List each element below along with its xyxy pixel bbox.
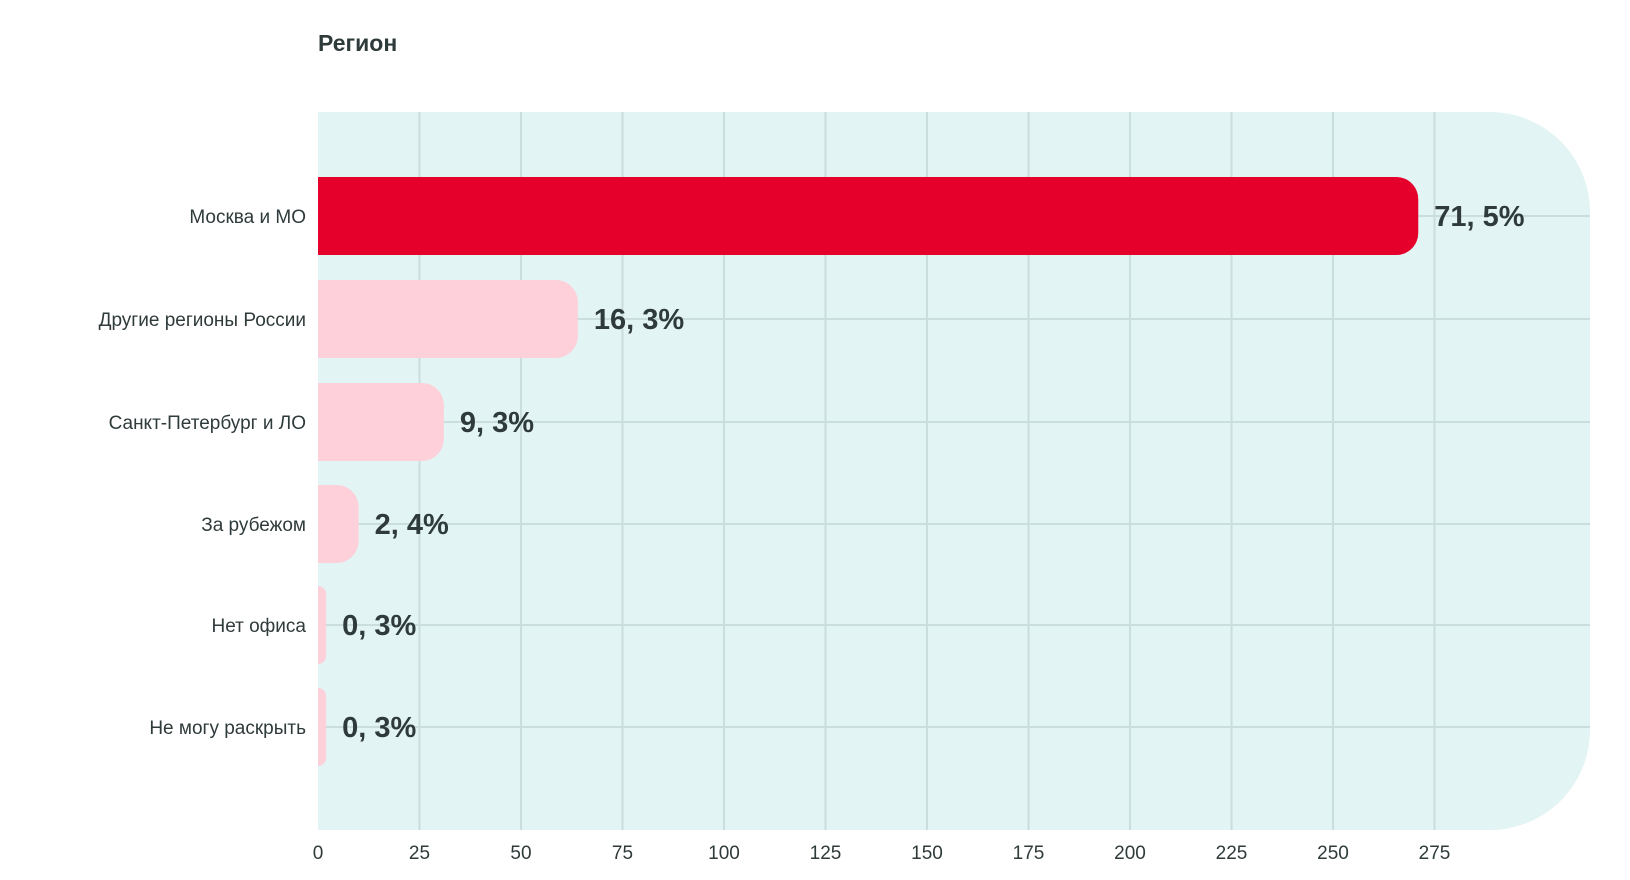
bars	[318, 177, 1419, 766]
value-label: 2, 4%	[375, 509, 449, 541]
category-label: Не могу раскрыть	[149, 718, 306, 739]
bar	[318, 280, 578, 358]
x-tick-label: 75	[612, 843, 633, 864]
bar	[318, 383, 444, 461]
value-label: 0, 3%	[342, 712, 416, 744]
category-labels: Москва и МО Другие регионы России Санкт-Пе…	[99, 207, 307, 739]
bar	[318, 177, 1419, 255]
value-labels: 71, 5% 16, 3% 9, 3% 2, 4% 0, 3% 0, 3%	[342, 201, 1525, 744]
x-tick-label: 150	[911, 843, 943, 864]
category-label: Москва и МО	[189, 207, 306, 228]
x-tick-label: 100	[708, 843, 740, 864]
x-tick-label: 0	[313, 843, 324, 864]
plot-background	[318, 112, 1590, 830]
category-label: За рубежом	[201, 515, 306, 536]
bar	[318, 485, 359, 563]
category-label: Другие регионы России	[99, 310, 306, 331]
x-tick-label: 275	[1419, 843, 1451, 864]
x-tick-label: 200	[1114, 843, 1146, 864]
value-label: 9, 3%	[460, 407, 534, 439]
x-tick-label: 25	[409, 843, 430, 864]
x-tick-label: 175	[1013, 843, 1045, 864]
value-label: 0, 3%	[342, 610, 416, 642]
bar	[318, 586, 327, 664]
x-tick-label: 250	[1317, 843, 1349, 864]
value-label: 71, 5%	[1434, 201, 1524, 233]
bar	[318, 688, 327, 766]
value-label: 16, 3%	[594, 304, 684, 336]
category-label: Нет офиса	[211, 616, 306, 637]
x-tick-label: 225	[1216, 843, 1248, 864]
chart-title: Регион	[318, 30, 398, 56]
x-axis-ticks: 0 25 50 75 100 125 150 175 200 225 250 275	[313, 843, 1451, 864]
x-tick-label: 50	[510, 843, 531, 864]
x-tick-label: 125	[810, 843, 842, 864]
category-label: Санкт-Петербург и ЛО	[109, 413, 306, 434]
